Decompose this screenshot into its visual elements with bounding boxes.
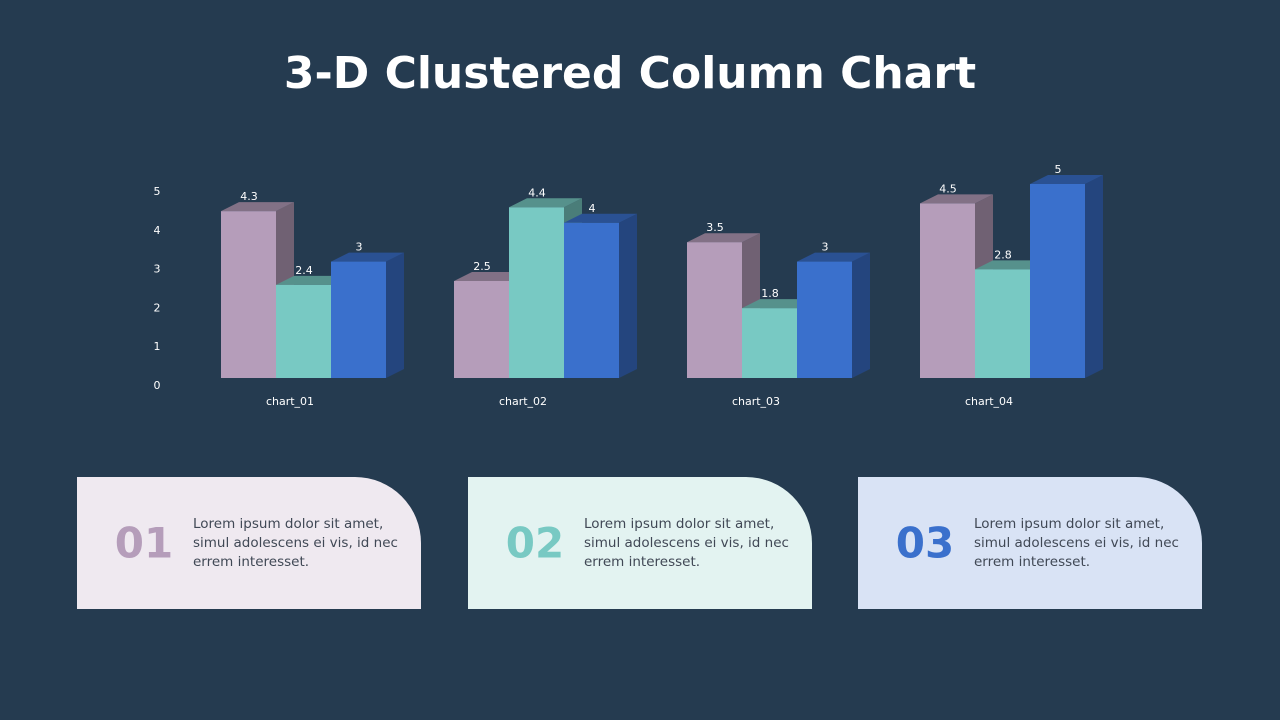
bar-top [331,252,404,262]
bar-top [276,275,349,285]
bar [276,284,331,378]
bar [509,207,564,378]
x-tick-label: chart_04 [965,395,1013,408]
bar [1030,184,1085,378]
value-label: 3 [822,241,829,254]
value-label: 4.5 [939,182,957,195]
bar [331,261,386,378]
y-tick-label: 2 [154,301,161,314]
bar-side [619,213,637,378]
bar [742,308,797,378]
card [77,477,421,609]
card-text: Lorem ipsum dolor sit amet, [584,516,774,532]
bar-top [454,272,527,281]
value-label: 3 [356,241,363,254]
y-tick-label: 3 [154,263,161,276]
card-text: simul adolescens ei vis, id nec [584,535,789,551]
x-tick-label: chart_01 [266,395,314,408]
bar-top [687,233,760,243]
value-label: 2.8 [994,248,1012,261]
bar [975,269,1030,378]
bar [454,281,509,378]
card-text: simul adolescens ei vis, id nec [193,535,398,551]
value-label: 1.8 [761,287,779,300]
bar-side [852,252,870,378]
card-text: Lorem ipsum dolor sit amet, [974,516,1164,532]
value-label: 4 [589,202,596,215]
bar [920,203,975,378]
bar [564,222,619,378]
bar [221,211,276,378]
value-label: 4.4 [528,186,546,199]
card [468,477,812,609]
card-text: errem interesset. [193,554,309,570]
y-tick-label: 4 [154,224,161,237]
bar-top [509,198,582,208]
value-label: 2.4 [295,264,313,277]
value-label: 5 [1055,163,1062,176]
card-text: Lorem ipsum dolor sit amet, [193,516,383,532]
card-number: 02 [506,519,564,568]
bar-top [975,260,1048,270]
bar-top [742,299,815,309]
y-tick-label: 5 [154,185,161,198]
x-tick-label: chart_02 [499,395,547,408]
bar-top [1030,175,1103,184]
value-label: 2.5 [473,260,491,273]
bar [687,242,742,378]
y-tick-label: 0 [154,379,161,392]
card-text: errem interesset. [584,554,700,570]
card-text: simul adolescens ei vis, id nec [974,535,1179,551]
bar-top [920,194,993,204]
bar-top [221,202,294,212]
value-label: 4.3 [240,190,258,203]
bar-top [797,252,870,262]
bar-side [386,252,404,378]
bar-side [1085,175,1103,378]
value-label: 3.5 [706,221,724,234]
bar [797,261,852,378]
y-tick-label: 1 [154,340,161,353]
x-tick-label: chart_03 [732,395,780,408]
bar-top [564,213,637,223]
chart-title: 3-D Clustered Column Chart [284,48,976,99]
card [858,477,1202,609]
card-number: 01 [115,519,173,568]
card-text: errem interesset. [974,554,1090,570]
card-number: 03 [896,519,954,568]
